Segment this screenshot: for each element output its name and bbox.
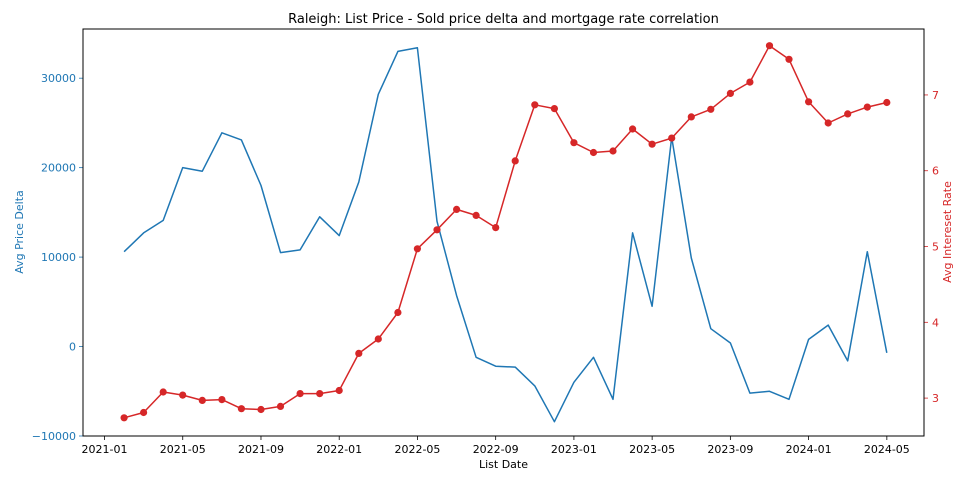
interest-rate-point [413, 245, 421, 253]
left-tick-label: −10000 [32, 430, 76, 443]
interest-rate-point [863, 103, 871, 111]
interest-rate-point [140, 408, 148, 417]
interest-rate-point [550, 105, 559, 113]
y-axis-label-right: Avg Intereset Rate [941, 181, 954, 283]
y-axis-label-left: Avg Price Delta [13, 190, 26, 274]
interest-rate-point [394, 308, 402, 317]
x-tick-label: 2023-05 [629, 443, 675, 456]
right-tick-label: 6 [932, 165, 939, 178]
interest-rate-point [492, 224, 500, 232]
left-tick-label: 0 [69, 341, 76, 354]
interest-rate-point [785, 55, 793, 63]
interest-rate-point [687, 113, 695, 121]
interest-rate-point [648, 140, 656, 148]
x-tick-label: 2023-01 [551, 443, 597, 456]
interest-rate-point [472, 211, 480, 219]
chart-title: Raleigh: List Price - Sold price delta a… [288, 12, 719, 27]
interest-rate-point [218, 396, 226, 404]
interest-rate-point [296, 390, 304, 398]
interest-rate-point [668, 134, 676, 142]
x-tick-label: 2022-01 [316, 443, 362, 456]
left-tick-label: 30000 [41, 72, 76, 85]
interest-rate-point [355, 349, 363, 357]
x-tick-label: 2021-09 [238, 443, 284, 456]
interest-rate-point [179, 391, 187, 399]
interest-rate-point [531, 101, 539, 109]
x-tick-label: 2021-05 [160, 443, 206, 456]
x-tick-label: 2024-05 [864, 443, 910, 456]
interest-rate-point [453, 205, 461, 213]
interest-rate-point [746, 78, 754, 86]
x-axis-label: List Date [479, 458, 528, 471]
right-tick-label: 4 [932, 316, 939, 329]
interest-rate-point [629, 125, 637, 133]
interest-rate-point [316, 390, 324, 398]
interest-rate-point [609, 147, 617, 155]
left-tick-label: 10000 [41, 251, 76, 264]
x-tick-label: 2021-01 [82, 443, 128, 456]
x-tick-label: 2024-01 [786, 443, 832, 456]
interest-rate-point [707, 105, 715, 113]
right-tick-label: 3 [932, 392, 939, 405]
left-tick-label: 20000 [41, 162, 76, 175]
interest-rate-point [198, 396, 206, 404]
plot-frame [82, 28, 925, 437]
interest-rate-point [883, 98, 891, 107]
interest-rate-point [824, 119, 832, 127]
interest-rate-point [276, 402, 285, 410]
interest-rate-point [589, 148, 598, 157]
interest-rate-point [120, 414, 128, 422]
interest-rate-line [123, 44, 887, 419]
right-axis-ticks: 3 4 5 6 7 [924, 89, 939, 405]
interest-rate-point [374, 335, 382, 343]
interest-rate-point [765, 42, 774, 50]
interest-rate-point [237, 405, 245, 413]
interest-rate-point [159, 388, 167, 396]
interest-rate-point [805, 98, 813, 106]
x-tick-label: 2022-09 [473, 443, 519, 456]
interest-rate-point [726, 89, 735, 97]
x-tick-label: 2022-05 [394, 443, 440, 456]
series-group [120, 42, 891, 423]
left-axis-ticks: −10000 0 10000 20000 30000 [32, 72, 83, 443]
interest-rate-point [844, 110, 852, 118]
interest-rate-point [335, 386, 343, 395]
price-delta-line [123, 47, 888, 423]
interest-rate-point [570, 139, 578, 147]
right-tick-label: 5 [932, 241, 939, 254]
right-tick-label: 7 [932, 89, 939, 102]
interest-rate-point [257, 405, 265, 414]
interest-rate-point [433, 226, 441, 234]
interest-rate-point [511, 157, 519, 165]
x-axis-ticks: 2021-01 2021-05 2021-09 2022-01 2022-05 2022-… [82, 436, 910, 456]
x-tick-label: 2023-09 [707, 443, 753, 456]
